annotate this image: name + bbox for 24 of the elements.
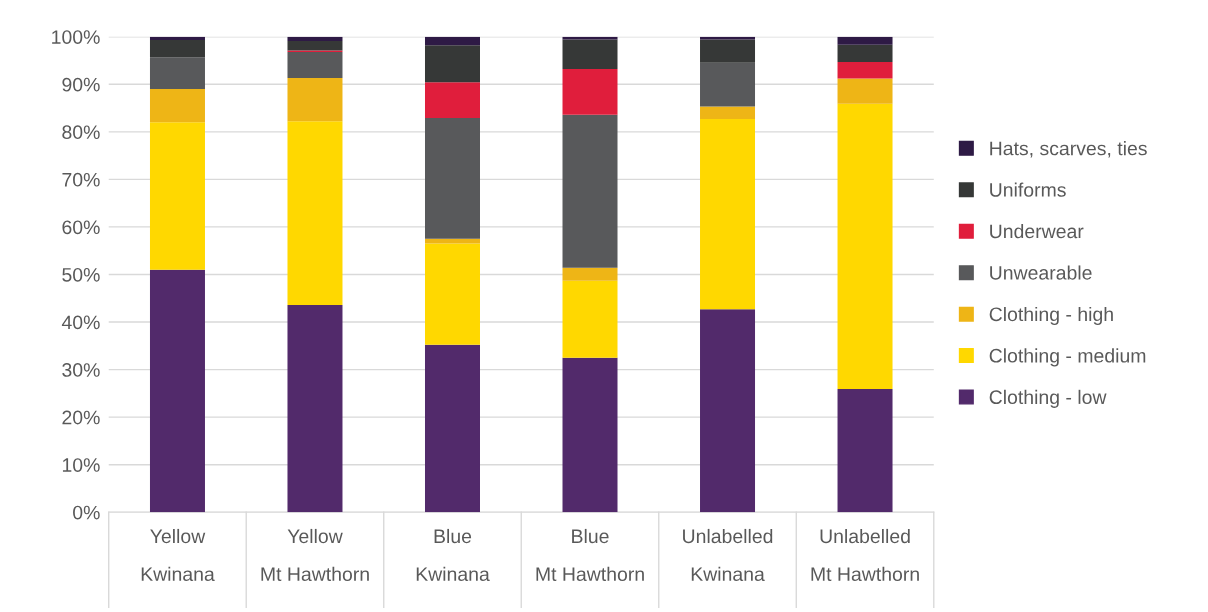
- category-label: Unlabelled Kwinana: [683, 528, 773, 582]
- y-tick-label: 50%: [62, 267, 100, 282]
- legend-label: Clothing - medium: [989, 348, 1146, 367]
- y-tick-label: 10%: [62, 458, 100, 472]
- category-label: Blue Kwinana: [416, 528, 490, 582]
- legend-label: Hats, scarves, ties: [990, 141, 1147, 158]
- legend-label: Clothing - high: [989, 306, 1113, 325]
- category-label: Yellow Mt Hawthorn: [261, 528, 369, 582]
- y-tick-label: 100%: [52, 30, 100, 44]
- category-label: Blue Mt Hawthorn: [536, 528, 644, 582]
- category-label: Yellow Kwinana: [141, 528, 215, 582]
- y-tick-label: 40%: [61, 315, 100, 330]
- y-tick-label: 80%: [62, 125, 100, 140]
- y-tick-label: 60%: [62, 220, 100, 235]
- y-tick-label: 30%: [62, 363, 100, 377]
- y-tick-label: 0%: [73, 505, 100, 520]
- legend-label: Underwear: [990, 223, 1084, 239]
- legend-label: Unwearable: [990, 265, 1092, 280]
- y-tick-label: 70%: [62, 172, 100, 187]
- legend-label: Clothing - low: [989, 389, 1107, 408]
- y-tick-label: 20%: [62, 410, 100, 425]
- category-label: Unlabelled Mt Hawthorn: [811, 528, 919, 582]
- y-tick-label: 90%: [62, 77, 100, 92]
- legend-label: Uniforms: [990, 182, 1066, 197]
